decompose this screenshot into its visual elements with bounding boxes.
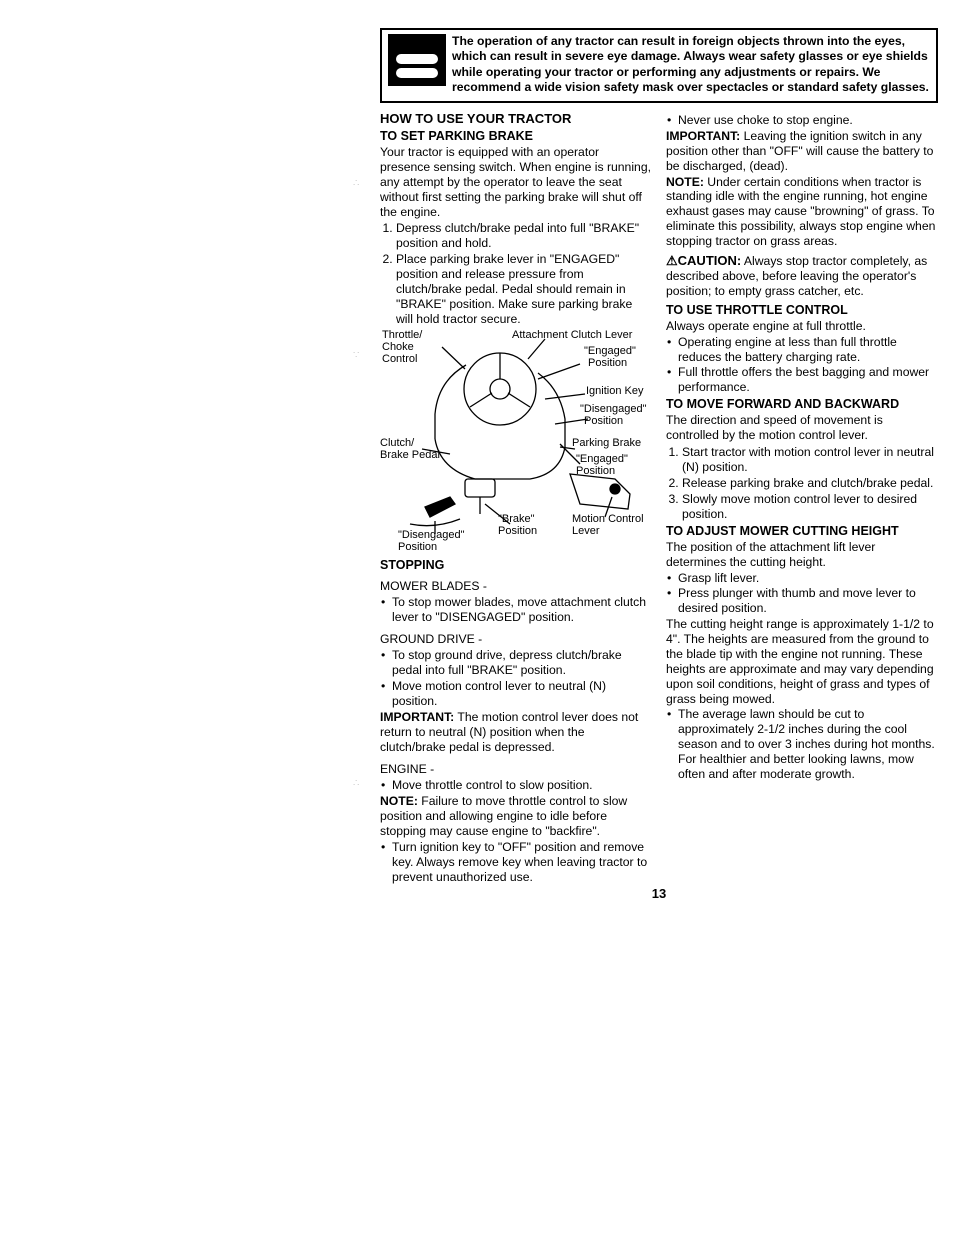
cut-item-1: Grasp lift lever. bbox=[678, 571, 938, 586]
heading-move: TO MOVE FORWARD AND BACKWARD bbox=[666, 397, 938, 412]
move-step-1: Start tractor with motion control lever … bbox=[682, 445, 938, 475]
heading-stopping: STOPPING bbox=[380, 558, 652, 573]
note-label: NOTE: bbox=[380, 794, 418, 808]
throttle-item-1: Operating engine at less than full throt… bbox=[678, 335, 938, 365]
left-column: HOW TO USE YOUR TRACTOR TO SET PARKING B… bbox=[380, 109, 652, 884]
page-number: 13 bbox=[380, 886, 938, 901]
browning-note: NOTE: Under certain conditions when trac… bbox=[666, 175, 938, 249]
manual-page: The operation of any tractor can result … bbox=[380, 28, 938, 901]
engine-item-1: Move throttle control to slow position. bbox=[392, 778, 652, 793]
note-text-r: Under certain conditions when tractor is… bbox=[666, 175, 935, 249]
safety-warning-text: The operation of any tractor can result … bbox=[452, 34, 930, 95]
ground-drive-item-1: To stop ground drive, depress clutch/bra… bbox=[392, 648, 652, 678]
cut-intro: The position of the attachment lift leve… bbox=[666, 540, 938, 570]
parking-step-2: Place parking brake lever in "ENGAGED" p… bbox=[396, 252, 652, 326]
heading-throttle: TO USE THROTTLE CONTROL bbox=[666, 303, 938, 318]
parking-intro: Your tractor is equipped with an operato… bbox=[380, 145, 652, 219]
label-position-2: Position bbox=[584, 415, 623, 428]
choke-item: Never use choke to stop engine. bbox=[678, 113, 938, 128]
engine-list-1: Move throttle control to slow position. bbox=[380, 778, 652, 793]
two-column-layout: HOW TO USE YOUR TRACTOR TO SET PARKING B… bbox=[380, 109, 938, 884]
important-label: IMPORTANT: bbox=[380, 710, 454, 724]
controls-diagram: Throttle/ Choke Control Attachment Clutc… bbox=[380, 329, 650, 554]
engine-note-text: Failure to move throttle control to slow… bbox=[380, 794, 627, 838]
engine-item-2: Turn ignition key to "OFF" position and … bbox=[392, 840, 652, 885]
cut-item-2: Press plunger with thumb and move lever … bbox=[678, 586, 938, 616]
move-intro: The direction and speed of movement is c… bbox=[666, 413, 938, 443]
engine-heading: ENGINE - bbox=[380, 762, 652, 777]
label-lever: Lever bbox=[572, 525, 600, 538]
cut-paragraph: The cutting height range is approximatel… bbox=[666, 617, 938, 706]
parking-step-1: Depress clutch/brake pedal into full "BR… bbox=[396, 221, 652, 251]
ignition-important: IMPORTANT: Leaving the ignition switch i… bbox=[666, 129, 938, 174]
cut-item-3: The average lawn should be cut to approx… bbox=[678, 707, 938, 781]
label-brake-pedal: Brake Pedal bbox=[380, 449, 440, 462]
safety-glasses-icon bbox=[388, 34, 446, 86]
label-position-3: Position bbox=[576, 465, 615, 478]
mower-blades-item: To stop mower blades, move attachment cl… bbox=[392, 595, 652, 625]
note-label-r: NOTE: bbox=[666, 175, 704, 189]
caution-label: ⚠CAUTION: bbox=[666, 253, 741, 268]
heading-how-to-use: HOW TO USE YOUR TRACTOR bbox=[380, 111, 652, 127]
scan-artifact: ∴ bbox=[353, 778, 359, 789]
ground-drive-important: IMPORTANT: The motion control lever does… bbox=[380, 710, 652, 755]
throttle-list: Operating engine at less than full throt… bbox=[666, 335, 938, 396]
move-step-3: Slowly move motion control lever to desi… bbox=[682, 492, 938, 522]
cut-list-1: Grasp lift lever. Press plunger with thu… bbox=[666, 571, 938, 617]
mower-blades-heading: MOWER BLADES - bbox=[380, 579, 652, 594]
move-steps: Start tractor with motion control lever … bbox=[666, 445, 938, 521]
mower-blades-list: To stop mower blades, move attachment cl… bbox=[380, 595, 652, 625]
heading-cutting-height: TO ADJUST MOWER CUTTING HEIGHT bbox=[666, 524, 938, 539]
scan-artifact: ∴ bbox=[353, 178, 359, 189]
label-position-1: Position bbox=[588, 357, 627, 370]
engine-note: NOTE: Failure to move throttle control t… bbox=[380, 794, 652, 839]
heading-parking-brake: TO SET PARKING BRAKE bbox=[380, 129, 652, 144]
label-position-4: Position bbox=[498, 525, 537, 538]
ground-drive-list: To stop ground drive, depress clutch/bra… bbox=[380, 648, 652, 709]
choke-list: Never use choke to stop engine. bbox=[666, 113, 938, 128]
scan-artifact: ∵ bbox=[353, 350, 359, 361]
throttle-intro: Always operate engine at full throttle. bbox=[666, 319, 938, 334]
safety-warning-box: The operation of any tractor can result … bbox=[380, 28, 938, 103]
throttle-item-2: Full throttle offers the best bagging an… bbox=[678, 365, 938, 395]
label-control: Control bbox=[382, 353, 417, 366]
move-step-2: Release parking brake and clutch/brake p… bbox=[682, 476, 938, 491]
important-label-r: IMPORTANT: bbox=[666, 129, 740, 143]
ground-drive-heading: GROUND DRIVE - bbox=[380, 632, 652, 647]
engine-list-2: Turn ignition key to "OFF" position and … bbox=[380, 840, 652, 885]
parking-steps: Depress clutch/brake pedal into full "BR… bbox=[380, 221, 652, 326]
ground-drive-item-2: Move motion control lever to neutral (N)… bbox=[392, 679, 652, 709]
label-position-5: Position bbox=[398, 541, 437, 554]
right-column: Never use choke to stop engine. IMPORTAN… bbox=[666, 109, 938, 884]
cut-list-2: The average lawn should be cut to approx… bbox=[666, 707, 938, 781]
label-attachment-clutch: Attachment Clutch Lever bbox=[512, 329, 632, 342]
caution-block: ⚠CAUTION: Always stop tractor completely… bbox=[666, 253, 938, 299]
label-ignition-key: Ignition Key bbox=[586, 385, 643, 398]
label-parking-brake: Parking Brake bbox=[572, 437, 641, 450]
